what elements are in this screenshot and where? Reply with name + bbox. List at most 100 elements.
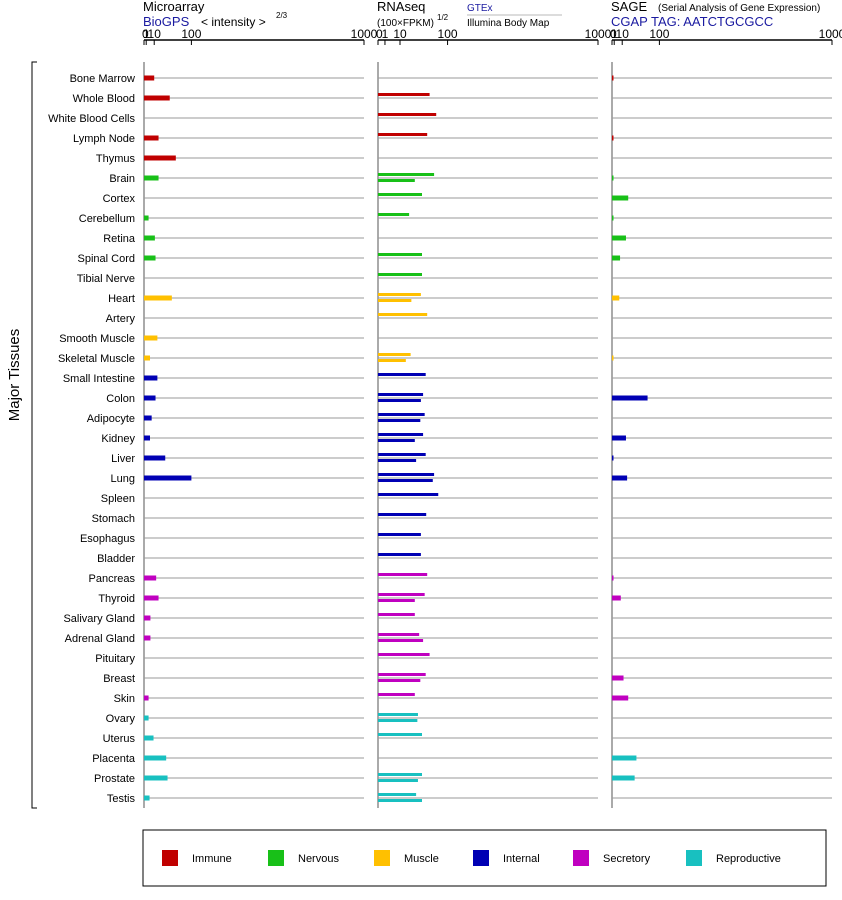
- microarray-bar: [144, 155, 176, 161]
- tissue-label: Esophagus: [80, 533, 136, 545]
- tissue-label: Ovary: [106, 713, 136, 725]
- tissue-label: Bladder: [97, 553, 135, 565]
- microarray-bar: [144, 595, 159, 601]
- sage-bar: [612, 675, 624, 681]
- tissue-label: Skin: [114, 693, 135, 705]
- sage-tick-label: 100: [649, 27, 669, 41]
- tissue-label: Whole Blood: [73, 93, 135, 105]
- bars: [144, 75, 648, 802]
- sage-tick-label: 1000: [819, 27, 842, 41]
- microarray-bar: [144, 235, 155, 241]
- rnaseq-bar: [378, 733, 422, 736]
- rnaseq-bar: [378, 179, 415, 182]
- tissue-label: Kidney: [101, 433, 135, 445]
- rnaseq-bar: [378, 493, 439, 496]
- tissue-label: Artery: [106, 313, 136, 325]
- microarray-tick-label: 1: [143, 27, 150, 41]
- rnaseq-tick-label: 1: [382, 27, 389, 41]
- microarray-tick-label: 10: [148, 27, 162, 41]
- sage-bar: [612, 775, 635, 781]
- group-label: Major Tissues: [6, 329, 23, 422]
- tissue-label: Cerebellum: [79, 213, 135, 225]
- rnaseq-bar: [378, 793, 417, 796]
- sage-bar: [612, 435, 626, 441]
- sage-bar: [612, 455, 614, 461]
- tissue-label: Placenta: [92, 753, 136, 765]
- legend-label: Muscle: [404, 853, 439, 865]
- rnaseq-bar: [378, 133, 428, 136]
- sage-bar: [612, 135, 614, 141]
- rnaseq-bar: [378, 313, 428, 316]
- microarray-bar: [144, 95, 170, 101]
- microarray-bar: [144, 375, 158, 381]
- tissue-label: Colon: [106, 393, 135, 405]
- tissue-label: Heart: [108, 293, 135, 305]
- microarray-bar: [144, 295, 172, 301]
- sage-tick-label: 1: [611, 27, 618, 41]
- tissue-label: Liver: [111, 453, 135, 465]
- tissue-label: Smooth Muscle: [59, 333, 135, 345]
- rnaseq-bar: [378, 653, 430, 656]
- tissue-label: Salivary Gland: [63, 613, 135, 625]
- tissue-label: Pituitary: [95, 653, 135, 665]
- microarray-bar: [144, 75, 155, 81]
- microarray-bar: [144, 435, 150, 441]
- legend-label: Immune: [192, 853, 232, 865]
- tissue-label: Lymph Node: [73, 133, 135, 145]
- legend-label: Nervous: [298, 853, 339, 865]
- microarray-bar: [144, 775, 168, 781]
- microarray-bar: [144, 575, 157, 581]
- rnaseq-bar: [378, 293, 421, 296]
- rnaseq-bar: [378, 599, 415, 602]
- rnaseq-bar: [378, 419, 421, 422]
- rnaseq-bar: [378, 719, 418, 722]
- legend-swatch: [374, 850, 390, 866]
- tissue-label: Stomach: [92, 513, 135, 525]
- tissue-label: Prostate: [94, 773, 135, 785]
- rnaseq-header: RNAseq (100×FPKM) 1/2 GTEx Illumina Body…: [377, 0, 562, 29]
- microarray-tick-label: 0: [142, 27, 149, 41]
- rnaseq-bar: [378, 593, 425, 596]
- sage-bar: [612, 75, 614, 81]
- rnaseq-bar: [378, 213, 410, 216]
- rnaseq-source-illumina: Illumina Body Map: [467, 18, 550, 29]
- major-tissues-group: Major Tissues: [6, 61, 37, 809]
- sage-tick-label: 10: [616, 27, 630, 41]
- tissue-label: Bone Marrow: [70, 73, 135, 85]
- rnaseq-bar: [378, 299, 412, 302]
- microarray-bar: [144, 135, 159, 141]
- tissue-label: Retina: [103, 233, 136, 245]
- tissue-label: Tibial Nerve: [77, 273, 135, 285]
- legend-swatch: [573, 850, 589, 866]
- tissue-label: Breast: [103, 673, 135, 685]
- rnaseq-bar: [378, 413, 425, 416]
- microarray-bar: [144, 355, 150, 361]
- microarray-tick-label: 1000: [351, 27, 378, 41]
- sage-bar: [612, 255, 621, 261]
- rnaseq-bar: [378, 639, 424, 642]
- microarray-bar: [144, 175, 159, 181]
- tissue-label: White Blood Cells: [48, 113, 135, 125]
- rnaseq-bar: [378, 773, 422, 776]
- legend-label: Internal: [503, 853, 540, 865]
- microarray-bar: [144, 415, 152, 421]
- rnaseq-bar: [378, 93, 430, 96]
- rnaseq-bar: [378, 273, 422, 276]
- rnaseq-bar: [378, 453, 426, 456]
- microarray-bar: [144, 335, 158, 341]
- rnaseq-bar: [378, 373, 426, 376]
- microarray-source-link[interactable]: BioGPS: [143, 14, 190, 29]
- rnaseq-bar: [378, 393, 424, 396]
- microarray-bar: [144, 455, 166, 461]
- microarray-bar: [144, 475, 192, 481]
- rnaseq-bar: [378, 513, 427, 516]
- microarray-bar: [144, 695, 149, 701]
- legend-swatch: [162, 850, 178, 866]
- sage-tag-link[interactable]: CGAP TAG: AATCTGCGCC: [611, 14, 773, 29]
- rnaseq-source-gtex-link[interactable]: GTEx: [467, 3, 493, 14]
- tissue-labels: Bone Marrow Whole Blood White Blood Cells L…: [48, 73, 136, 805]
- rnaseq-bar: [378, 173, 435, 176]
- sage-bar: [612, 595, 621, 601]
- tissue-label: Testis: [107, 793, 136, 805]
- rnaseq-bar: [378, 533, 421, 536]
